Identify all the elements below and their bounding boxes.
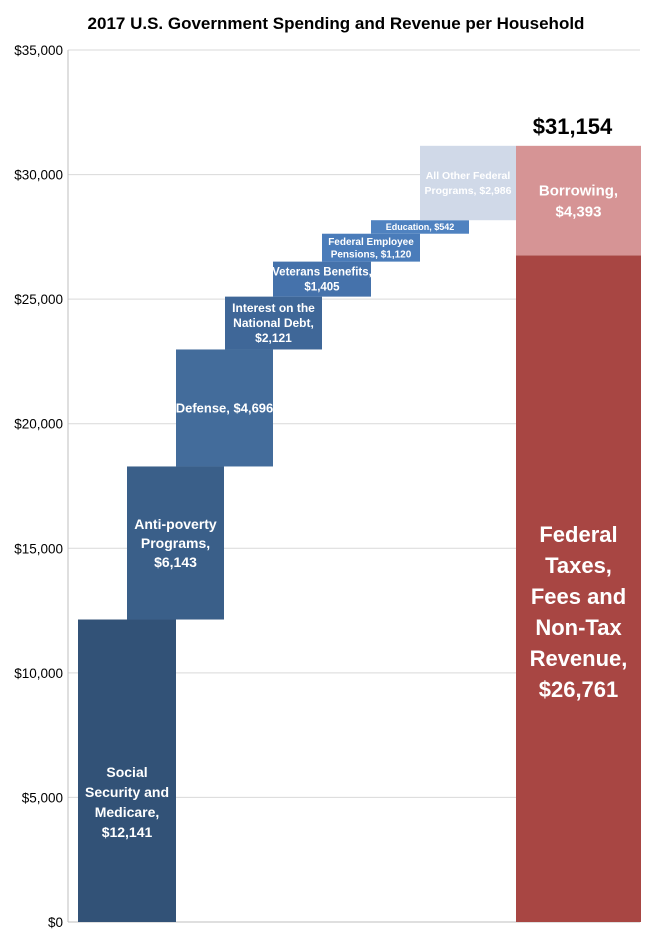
- bar-label: Defense, $4,696: [176, 401, 274, 416]
- bar-label: Security and: [85, 784, 169, 800]
- y-tick-label: $5,000: [22, 790, 63, 805]
- total-label: $31,154: [533, 114, 613, 139]
- y-tick-label: $0: [48, 915, 63, 930]
- bar-label: Programs,: [141, 535, 210, 551]
- bar-label: Anti-poverty: [134, 516, 217, 532]
- spending-bar: [420, 145, 516, 221]
- bar-label: Borrowing,: [539, 182, 618, 199]
- y-tick-label: $10,000: [14, 666, 63, 681]
- y-tick-label: $15,000: [14, 541, 63, 556]
- bar-label: Interest on the: [232, 301, 315, 315]
- bar-label: Federal Employee: [328, 237, 414, 248]
- bar-label: $4,393: [556, 203, 602, 220]
- bar-label: $26,761: [539, 677, 619, 702]
- spending-bar: [127, 466, 224, 620]
- y-axis: $0 $5,000 $10,000 $15,000 $20,000 $25,000 $30,…: [14, 43, 640, 930]
- y-tick-label: $20,000: [14, 417, 63, 432]
- bar-label: $1,405: [304, 282, 340, 294]
- bar-label: $6,143: [154, 554, 197, 570]
- spending-bar: [225, 296, 322, 350]
- bar-label: Social: [106, 764, 147, 780]
- bar-label: $12,141: [102, 824, 153, 840]
- bar-label: National Debt,: [233, 316, 314, 330]
- revenue-bar: [516, 255, 641, 922]
- bar-label: Pensions, $1,120: [331, 249, 412, 260]
- spending-bar: [322, 233, 420, 262]
- bar-label: Education, $542: [386, 222, 455, 232]
- revenue-bar: [516, 145, 641, 256]
- bar-label: All Other Federal: [426, 170, 511, 182]
- spending-bar: [176, 349, 273, 467]
- spending-bar: [273, 261, 371, 297]
- bar-label: Veterans Benefits,: [272, 267, 372, 279]
- y-tick-label: $30,000: [14, 168, 63, 183]
- bar-label: Programs, $2,986: [425, 185, 512, 197]
- chart-title: 2017 U.S. Government Spending and Revenu…: [88, 14, 585, 33]
- bar-label: Federal: [539, 522, 617, 547]
- y-tick-label: $25,000: [14, 292, 63, 307]
- bar-label: Fees and: [531, 584, 626, 609]
- bar-label: $2,121: [255, 331, 292, 345]
- bar-label: Revenue,: [530, 646, 628, 671]
- y-tick-label: $35,000: [14, 43, 63, 58]
- bar-label: Medicare,: [95, 804, 160, 820]
- bar-label: Taxes,: [545, 553, 612, 578]
- bar-label: Non-Tax: [535, 615, 622, 640]
- spending-bar: [78, 619, 176, 922]
- spending-bar: [371, 220, 469, 234]
- bars: Social Security and Medicare, $12,141 Anti-p…: [78, 145, 641, 922]
